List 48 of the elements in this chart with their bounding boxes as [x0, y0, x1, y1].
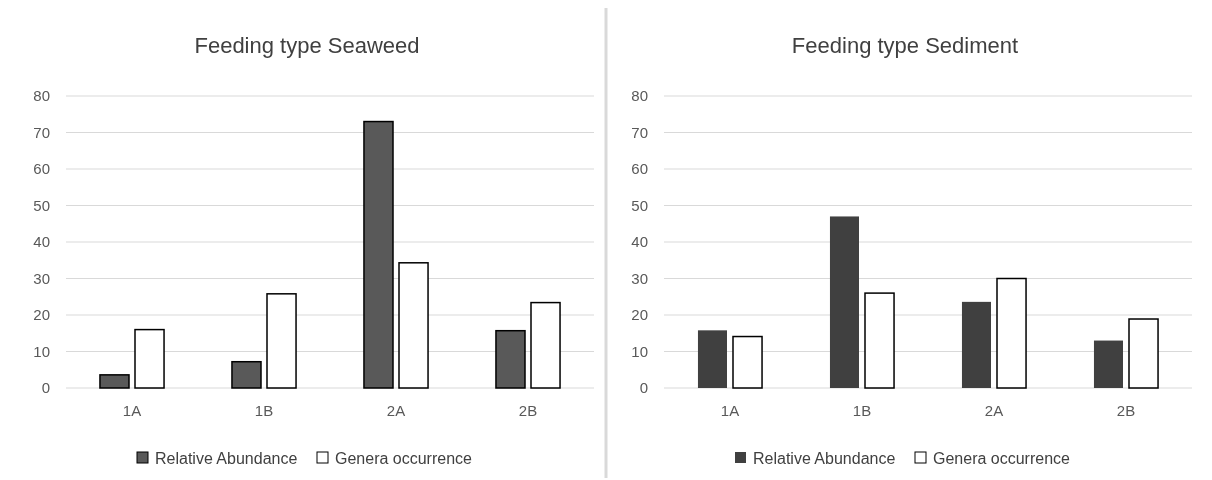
- y-tick-label: 30: [33, 269, 50, 287]
- x-tick-label: 2A: [984, 402, 1004, 419]
- y-tick-label: 0: [639, 379, 648, 397]
- legend-label: Genera occurrence: [335, 449, 473, 467]
- bar: [961, 301, 991, 388]
- y-tick-label: 50: [33, 196, 50, 214]
- legend-label: Genera occurrence: [933, 449, 1071, 467]
- y-tick-label: 20: [33, 306, 50, 324]
- x-tick-label: 2B: [518, 402, 538, 419]
- y-tick-label: 70: [33, 123, 50, 141]
- bar: [864, 292, 895, 389]
- y-tick-label: 40: [631, 233, 648, 251]
- y-tick-label: 0: [41, 379, 50, 397]
- bar: [495, 329, 526, 389]
- y-tick-label: 20: [631, 306, 648, 324]
- x-tick-label: 1B: [254, 402, 274, 419]
- x-tick-label: 1B: [852, 402, 872, 419]
- x-tick-label: 1A: [720, 402, 740, 419]
- chart-title: Feeding type Seaweed: [194, 33, 420, 58]
- bar: [266, 293, 297, 389]
- x-tick-label: 2B: [1116, 402, 1136, 419]
- bar: [398, 262, 429, 389]
- chart-title: Feeding type Sediment: [791, 33, 1019, 58]
- y-tick-label: 40: [33, 233, 50, 251]
- y-tick-label: 30: [631, 269, 648, 287]
- bar: [231, 360, 262, 389]
- bar: [996, 277, 1027, 389]
- y-tick-label: 60: [631, 160, 648, 178]
- y-tick-label: 10: [33, 342, 50, 360]
- bar: [99, 374, 130, 389]
- legend-label: Relative Abundance: [753, 449, 896, 467]
- bar: [530, 301, 561, 389]
- bar: [363, 120, 394, 389]
- bar: [1093, 340, 1123, 388]
- y-tick-label: 50: [631, 196, 648, 214]
- y-tick-label: 80: [631, 87, 648, 105]
- x-tick-label: 2A: [386, 402, 406, 419]
- bar: [697, 330, 727, 388]
- x-tick-label: 1A: [122, 402, 142, 419]
- legend-label: Relative Abundance: [155, 449, 298, 467]
- y-tick-label: 70: [631, 123, 648, 141]
- bar: [134, 328, 165, 389]
- y-tick-label: 80: [33, 87, 50, 105]
- bar: [829, 216, 859, 388]
- y-tick-label: 10: [631, 342, 648, 360]
- bar: [732, 335, 763, 389]
- y-tick-label: 60: [33, 160, 50, 178]
- bar: [1128, 318, 1159, 389]
